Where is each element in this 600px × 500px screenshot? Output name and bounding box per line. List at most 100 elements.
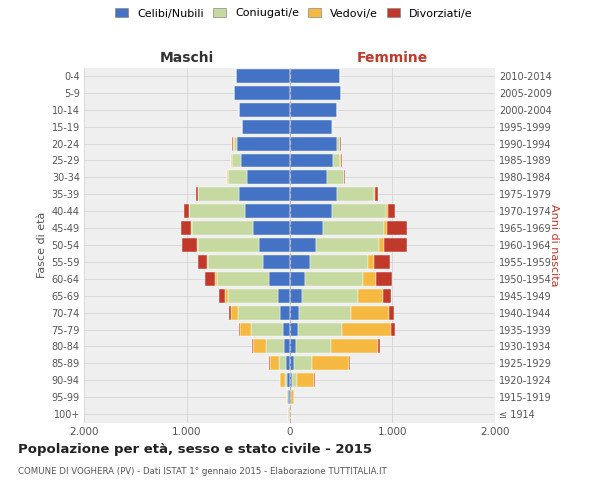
Bar bbox=[287, 390, 288, 404]
Y-axis label: Anni di nascita: Anni di nascita bbox=[549, 204, 559, 286]
Bar bbox=[231, 306, 238, 320]
Text: COMUNE DI VOGHERA (PV) - Dati ISTAT 1° gennaio 2015 - Elaborazione TUTTITALIA.IT: COMUNE DI VOGHERA (PV) - Dati ISTAT 1° g… bbox=[18, 468, 387, 476]
Text: Maschi: Maschi bbox=[160, 51, 214, 65]
Bar bbox=[280, 306, 290, 320]
Bar bbox=[198, 238, 259, 252]
Bar bbox=[290, 86, 341, 100]
Bar bbox=[236, 69, 290, 83]
Bar bbox=[242, 120, 290, 134]
Bar bbox=[331, 340, 379, 353]
Bar bbox=[332, 204, 386, 218]
Bar bbox=[205, 272, 215, 285]
Bar bbox=[337, 188, 374, 201]
Bar bbox=[279, 356, 286, 370]
Bar bbox=[181, 221, 191, 235]
Bar bbox=[197, 255, 208, 269]
Bar bbox=[263, 255, 290, 269]
Bar bbox=[391, 322, 395, 336]
Bar bbox=[386, 204, 388, 218]
Bar bbox=[208, 255, 263, 269]
Bar bbox=[290, 306, 299, 320]
Bar bbox=[253, 221, 290, 235]
Bar bbox=[219, 289, 225, 302]
Bar bbox=[291, 390, 294, 404]
Bar bbox=[233, 86, 290, 100]
Bar bbox=[198, 188, 239, 201]
Bar bbox=[251, 340, 253, 353]
Bar bbox=[290, 120, 332, 134]
Bar bbox=[296, 340, 331, 353]
Bar bbox=[290, 69, 340, 83]
Bar bbox=[230, 154, 232, 168]
Bar bbox=[247, 170, 290, 184]
Bar bbox=[374, 255, 390, 269]
Bar bbox=[290, 289, 302, 302]
Bar bbox=[233, 136, 237, 150]
Bar bbox=[239, 188, 290, 201]
Bar bbox=[215, 272, 217, 285]
Bar bbox=[290, 154, 332, 168]
Bar bbox=[375, 188, 377, 201]
Bar bbox=[232, 154, 241, 168]
Bar bbox=[290, 272, 305, 285]
Bar bbox=[270, 356, 279, 370]
Bar bbox=[251, 322, 283, 336]
Bar bbox=[241, 154, 290, 168]
Bar bbox=[238, 306, 280, 320]
Bar bbox=[266, 340, 284, 353]
Bar bbox=[240, 322, 251, 336]
Bar bbox=[376, 272, 392, 285]
Bar bbox=[228, 289, 278, 302]
Bar bbox=[293, 356, 312, 370]
Bar bbox=[239, 322, 240, 336]
Bar bbox=[289, 390, 290, 404]
Bar bbox=[388, 204, 395, 218]
Bar bbox=[278, 289, 290, 302]
Bar bbox=[299, 306, 351, 320]
Bar bbox=[283, 322, 290, 336]
Text: Popolazione per età, sesso e stato civile - 2015: Popolazione per età, sesso e stato civil… bbox=[18, 442, 372, 456]
Bar bbox=[290, 221, 323, 235]
Bar bbox=[389, 306, 394, 320]
Bar bbox=[358, 289, 383, 302]
Bar bbox=[229, 306, 231, 320]
Bar bbox=[217, 272, 269, 285]
Bar bbox=[290, 255, 310, 269]
Bar bbox=[184, 204, 189, 218]
Bar bbox=[269, 272, 290, 285]
Bar bbox=[292, 374, 297, 387]
Bar bbox=[368, 255, 374, 269]
Bar bbox=[305, 272, 363, 285]
Bar bbox=[192, 221, 253, 235]
Bar bbox=[343, 322, 391, 336]
Bar bbox=[290, 103, 337, 117]
Bar bbox=[297, 374, 314, 387]
Bar bbox=[239, 103, 290, 117]
Bar bbox=[284, 340, 290, 353]
Bar bbox=[287, 374, 290, 387]
Bar bbox=[323, 221, 384, 235]
Bar bbox=[298, 322, 343, 336]
Legend: Celibi/Nubili, Coniugati/e, Vedovi/e, Divorziati/e: Celibi/Nubili, Coniugati/e, Vedovi/e, Di… bbox=[115, 8, 473, 18]
Bar bbox=[290, 340, 296, 353]
Bar bbox=[384, 238, 407, 252]
Bar bbox=[245, 204, 290, 218]
Bar bbox=[312, 356, 349, 370]
Bar bbox=[363, 272, 376, 285]
Bar bbox=[286, 374, 287, 387]
Bar bbox=[190, 204, 245, 218]
Bar bbox=[349, 356, 350, 370]
Bar bbox=[237, 136, 290, 150]
Bar bbox=[310, 255, 368, 269]
Bar bbox=[290, 356, 293, 370]
Bar bbox=[290, 204, 332, 218]
Bar bbox=[379, 340, 380, 353]
Bar bbox=[290, 136, 337, 150]
Bar bbox=[197, 238, 198, 252]
Y-axis label: Fasce di età: Fasce di età bbox=[37, 212, 47, 278]
Bar bbox=[351, 306, 389, 320]
Bar bbox=[290, 407, 291, 421]
Bar bbox=[286, 356, 290, 370]
Bar bbox=[228, 170, 247, 184]
Bar bbox=[302, 289, 358, 302]
